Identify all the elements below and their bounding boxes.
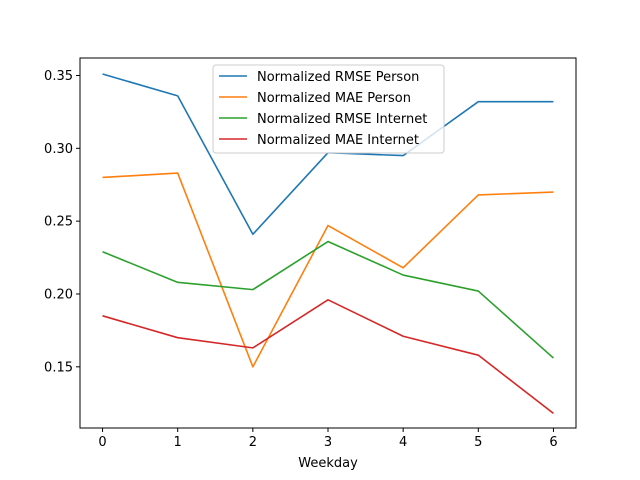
- x-tick-label: 0: [98, 435, 106, 450]
- x-tick-label: 1: [174, 435, 182, 450]
- x-axis: 0 1 2 3 4 5 6: [98, 428, 558, 450]
- x-tick-label: 2: [249, 435, 257, 450]
- legend: Normalized RMSE Person Normalized MAE Per…: [212, 64, 445, 154]
- x-tick-label: 5: [474, 435, 482, 450]
- legend-label-0: Normalized RMSE Person: [257, 70, 419, 85]
- y-axis: 0.15 0.20 0.25 0.30 0.35: [44, 69, 80, 375]
- x-tick-label: 4: [399, 435, 407, 450]
- y-tick-label: 0.30: [44, 142, 73, 157]
- x-axis-label: Weekday: [298, 456, 358, 471]
- series-line-2: [102, 240, 554, 359]
- x-tick-label: 6: [549, 435, 557, 450]
- y-tick-label: 0.15: [44, 360, 73, 375]
- series-line-3: [102, 299, 554, 415]
- y-tick-label: 0.35: [44, 69, 73, 84]
- y-tick-label: 0.20: [44, 287, 73, 302]
- legend-label-1: Normalized MAE Person: [257, 91, 411, 106]
- series-line-1: [102, 172, 554, 368]
- legend-box: [212, 64, 445, 154]
- legend-label-3: Normalized MAE Internet: [257, 133, 419, 148]
- legend-label-2: Normalized RMSE Internet: [257, 112, 427, 127]
- x-tick-label: 3: [324, 435, 332, 450]
- y-tick-label: 0.25: [44, 215, 73, 230]
